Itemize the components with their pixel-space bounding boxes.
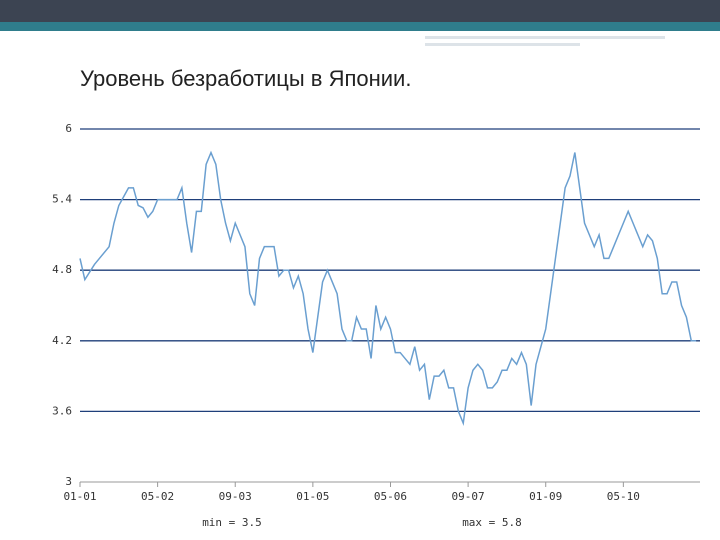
y-tick-label: 6 — [65, 122, 72, 135]
header-stripe — [0, 22, 720, 31]
x-tick-label: 01-09 — [529, 490, 562, 503]
x-tick-label: 01-01 — [63, 490, 96, 503]
x-tick-label: 05-06 — [374, 490, 407, 503]
header-line — [425, 43, 580, 46]
y-tick-label: 3.6 — [52, 404, 72, 417]
annotation: max = 5.8 — [462, 516, 522, 529]
x-tick-label: 05-02 — [141, 490, 174, 503]
y-tick-label: 4.2 — [52, 334, 72, 347]
y-tick-label: 5.4 — [52, 193, 72, 206]
annotation: min = 3.5 — [202, 516, 262, 529]
x-tick-label: 05-10 — [607, 490, 640, 503]
y-tick-label: 3 — [65, 475, 72, 488]
x-tick-label: 09-07 — [452, 490, 485, 503]
x-tick-label: 01-05 — [296, 490, 329, 503]
x-tick-label: 09-03 — [219, 490, 252, 503]
header-line — [425, 36, 665, 39]
data-line — [79, 150, 697, 427]
y-tick-label: 4.8 — [52, 263, 72, 276]
header-bar — [0, 0, 720, 22]
chart-title: Уровень безработицы в Японии. — [80, 66, 411, 91]
